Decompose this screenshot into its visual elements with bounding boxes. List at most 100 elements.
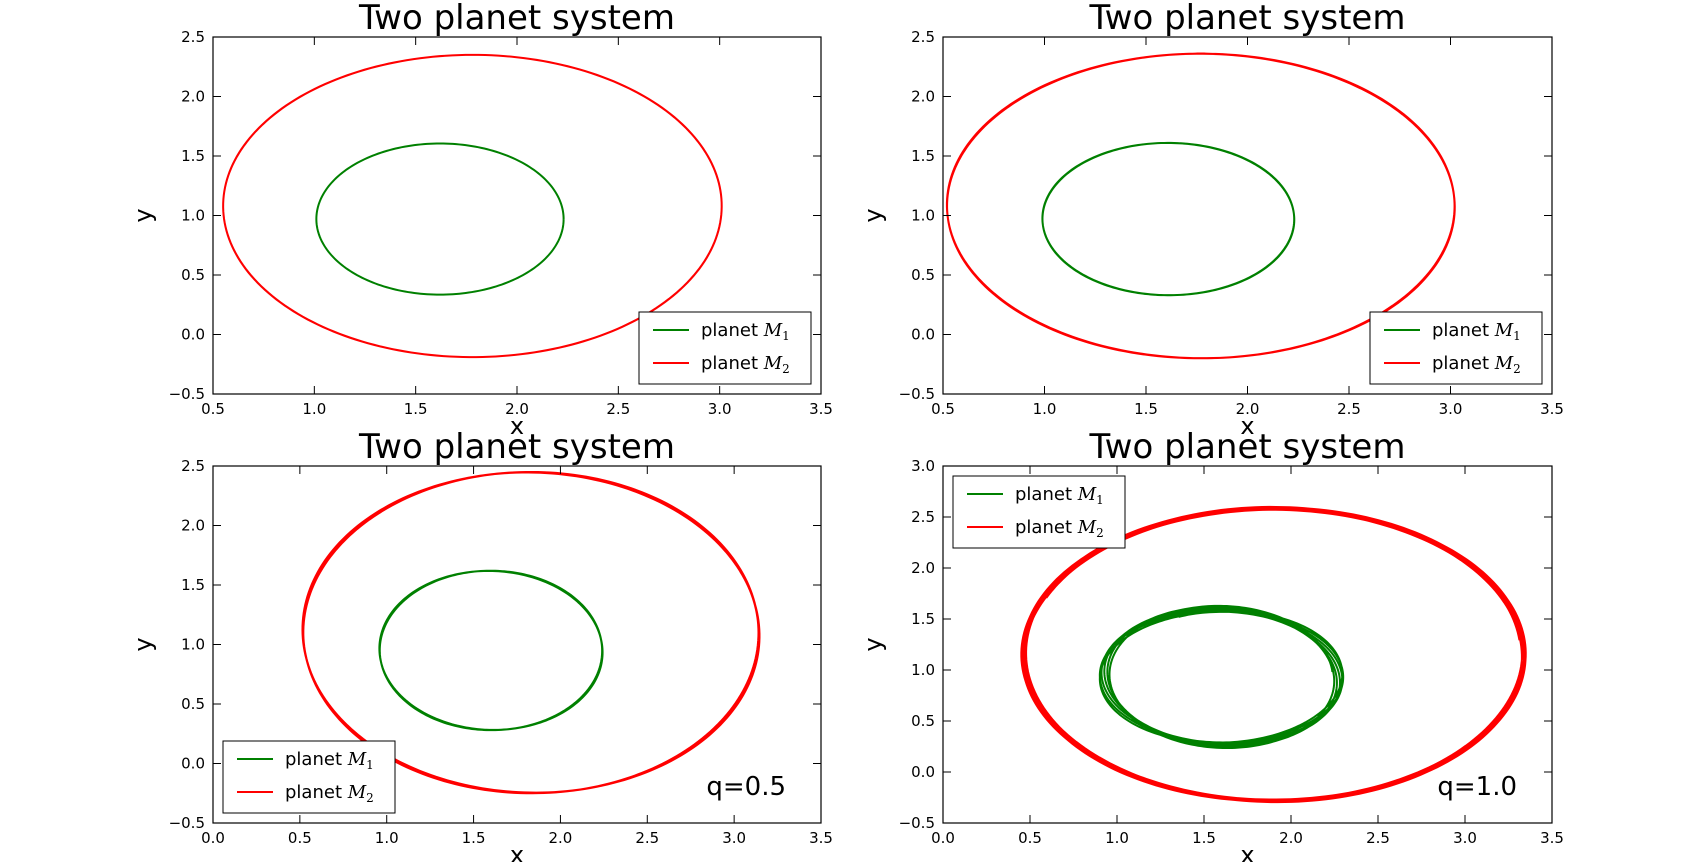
x-tick-label: 2.5 bbox=[635, 829, 659, 847]
legend-entry: planet M1 bbox=[285, 749, 374, 772]
x-tick-label: 1.5 bbox=[1134, 400, 1158, 418]
y-tick-label: 1.0 bbox=[911, 661, 935, 679]
x-tick-label: 0.5 bbox=[288, 829, 312, 847]
x-tick-label: 1.5 bbox=[404, 400, 428, 418]
y-tick-label: 2.0 bbox=[181, 517, 205, 535]
x-tick-label: 3.5 bbox=[809, 829, 833, 847]
y-tick-label: 2.5 bbox=[181, 28, 205, 46]
x-axis-label: x bbox=[510, 841, 524, 862]
y-tick-label: −0.5 bbox=[169, 385, 205, 403]
y-axis-label: y bbox=[129, 208, 157, 222]
x-tick-label: 1.0 bbox=[302, 400, 326, 418]
x-tick-label: 1.5 bbox=[462, 829, 486, 847]
legend: planet M1 planet M2 bbox=[222, 740, 396, 814]
legend: planet M1 planet M2 bbox=[638, 311, 812, 385]
chart-panel-1: 0.5 1.0 1.5 2.0 2.5 3.0 3.5 −0.5 0.0 0.5 1.0 1.5 2.0… bbox=[129, 0, 833, 440]
series-line-planet-M1 bbox=[315, 142, 565, 296]
x-tick-label: 1.0 bbox=[375, 829, 399, 847]
series-line-planet-M2 bbox=[222, 53, 723, 359]
y-tick-label: 1.5 bbox=[911, 147, 935, 165]
legend-entry: planet M1 bbox=[701, 320, 790, 343]
series-line-planet-M2 bbox=[301, 470, 761, 795]
chart-panel-4: 0.0 0.5 1.0 1.5 2.0 2.5 3.0 3.5−0.50.00.51.01.5… bbox=[859, 427, 1564, 862]
y-tick-label: −0.5 bbox=[169, 814, 205, 832]
y-tick-label: 0.0 bbox=[181, 755, 205, 773]
y-tick-label: −0.5 bbox=[899, 814, 935, 832]
y-tick-label: 0.0 bbox=[181, 326, 205, 344]
x-tick-label: 2.0 bbox=[1236, 400, 1260, 418]
plot-frame bbox=[942, 465, 1553, 824]
y-tick-label: 3.0 bbox=[911, 457, 935, 475]
y-tick-label: 2.5 bbox=[181, 457, 205, 475]
x-tick-label: 3.0 bbox=[722, 829, 746, 847]
series-line-planet-M1 bbox=[1041, 141, 1296, 297]
y-tick-label: 2.0 bbox=[911, 88, 935, 106]
x-tick-label: 1.0 bbox=[1033, 400, 1057, 418]
legend-entry: planet M2 bbox=[701, 353, 790, 376]
legend-box bbox=[952, 475, 1126, 549]
x-tick-label: 2.0 bbox=[505, 400, 529, 418]
annotation-text: q=1.0 bbox=[1437, 772, 1517, 802]
y-tick-label: 2.0 bbox=[911, 559, 935, 577]
series-group bbox=[301, 470, 761, 795]
series-line-planet-M1 bbox=[378, 569, 604, 732]
x-tick-label: 2.5 bbox=[1366, 829, 1390, 847]
y-tick-label: 0.5 bbox=[181, 695, 205, 713]
legend-box bbox=[638, 311, 812, 385]
x-tick-label: 3.5 bbox=[809, 400, 833, 418]
x-tick-label: 1.5 bbox=[1192, 829, 1216, 847]
x-tick-label: 0.5 bbox=[931, 400, 955, 418]
y-axis-label: y bbox=[129, 637, 157, 651]
y-tick-label: 1.0 bbox=[911, 207, 935, 225]
x-tick-label: 0.5 bbox=[201, 400, 225, 418]
legend-box bbox=[1369, 311, 1543, 385]
chart-panel-3: 0.0 0.5 1.0 1.5 2.0 2.5 3.0 3.5−0.50.00.51.01.5… bbox=[129, 427, 833, 862]
series-group bbox=[1020, 505, 1527, 804]
y-tick-label: 0.5 bbox=[911, 266, 935, 284]
legend: planet M1 planet M2 bbox=[1369, 311, 1543, 385]
y-tick-label: 0.5 bbox=[911, 712, 935, 730]
y-tick-label: 2.5 bbox=[911, 28, 935, 46]
series-line-planet-M1 bbox=[1098, 604, 1345, 750]
y-tick-label: −0.5 bbox=[899, 385, 935, 403]
chart-title: Two planet system bbox=[358, 0, 675, 38]
y-tick-label: 1.5 bbox=[911, 610, 935, 628]
y-tick-label: 1.0 bbox=[181, 207, 205, 225]
legend: planet M1 planet M2 bbox=[952, 475, 1126, 549]
legend-entry: planet M1 bbox=[1015, 484, 1104, 507]
y-tick-label: 1.5 bbox=[181, 576, 205, 594]
x-tick-label: 3.5 bbox=[1540, 829, 1564, 847]
series-group bbox=[945, 52, 1456, 360]
y-tick-label: 0.5 bbox=[181, 266, 205, 284]
chart-panel-2: 0.5 1.0 1.5 2.0 2.5 3.0 3.5 −0.5 0.0 0.5 1.0 1.5 2.0… bbox=[859, 0, 1564, 440]
x-tick-label: 0.0 bbox=[201, 829, 225, 847]
y-tick-label: 1.5 bbox=[181, 147, 205, 165]
legend-entry: planet M1 bbox=[1432, 320, 1521, 343]
x-tick-label: 3.5 bbox=[1540, 400, 1564, 418]
x-tick-label: 2.5 bbox=[1337, 400, 1361, 418]
legend-entry: planet M2 bbox=[1432, 353, 1521, 376]
series-line-planet-M2 bbox=[945, 52, 1456, 360]
series-group bbox=[222, 53, 723, 359]
chart-title: Two planet system bbox=[1089, 427, 1406, 467]
x-tick-label: 2.5 bbox=[606, 400, 630, 418]
x-tick-label: 0.0 bbox=[931, 829, 955, 847]
legend-entry: planet M2 bbox=[285, 782, 374, 805]
legend-box bbox=[222, 740, 396, 814]
x-tick-label: 2.0 bbox=[1279, 829, 1303, 847]
x-tick-label: 1.0 bbox=[1105, 829, 1129, 847]
x-tick-label: 3.0 bbox=[1439, 400, 1463, 418]
y-tick-label: 2.5 bbox=[911, 508, 935, 526]
y-tick-label: 0.0 bbox=[911, 326, 935, 344]
x-tick-label: 3.0 bbox=[708, 400, 732, 418]
annotation-text: q=0.5 bbox=[706, 772, 786, 802]
x-axis-label: x bbox=[1240, 412, 1254, 440]
y-tick-label: 0.0 bbox=[911, 763, 935, 781]
chart-title: Two planet system bbox=[358, 427, 675, 467]
x-tick-label: 0.5 bbox=[1018, 829, 1042, 847]
x-axis-label: x bbox=[510, 412, 524, 440]
y-tick-label: 2.0 bbox=[181, 88, 205, 106]
x-axis-label: x bbox=[1240, 841, 1254, 862]
y-axis-label: y bbox=[859, 637, 887, 651]
